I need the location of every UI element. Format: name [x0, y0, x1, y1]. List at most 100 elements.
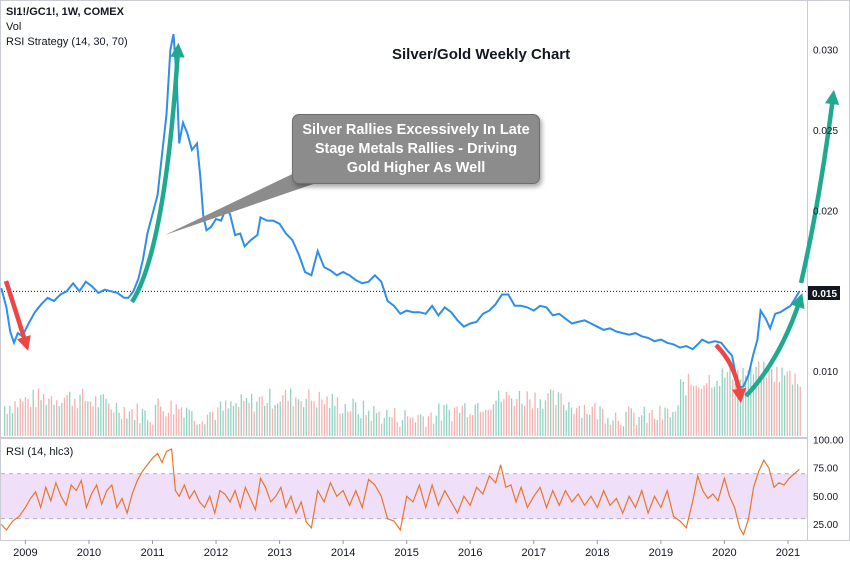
volume-bar: [550, 389, 552, 436]
volume-bar: [266, 403, 268, 436]
volume-bar: [622, 426, 625, 436]
volume-bar: [123, 407, 125, 436]
volume-bar: [721, 368, 723, 436]
volume-bar: [641, 415, 643, 436]
volume-bar: [97, 407, 99, 436]
volume-bar: [635, 425, 638, 436]
volume-bar: [573, 413, 575, 436]
volume-bar: [201, 421, 203, 436]
volume-bar: [745, 375, 747, 436]
volume-bar: [196, 424, 198, 436]
volume-bar: [716, 380, 718, 436]
volume-bar: [446, 404, 448, 436]
volume-bar: [435, 415, 437, 436]
volume-bar: [578, 405, 580, 436]
volume-bar: [513, 406, 515, 436]
volume-bar: [781, 367, 783, 436]
volume-bar: [693, 385, 695, 436]
volume-bar: [383, 417, 385, 436]
volume-bar: [32, 389, 34, 436]
volume-bar: [79, 394, 81, 436]
volume-bar: [594, 402, 596, 436]
volume-bar: [323, 404, 326, 436]
volume-bar: [258, 397, 261, 436]
volume-bar: [438, 403, 440, 436]
volume-bar: [219, 401, 222, 436]
volume-bar: [342, 413, 344, 436]
volume-bar: [661, 419, 664, 436]
volume-bar: [456, 406, 458, 436]
volume-bar: [152, 424, 154, 436]
volume-bar: [750, 363, 752, 436]
volume-bar: [370, 420, 372, 436]
volume-bar: [139, 423, 141, 436]
rsi-tick: 75.00: [813, 464, 838, 475]
volume-bar: [147, 420, 149, 436]
volume-bar: [511, 398, 513, 436]
volume-bar: [373, 406, 375, 436]
price-tick: 0.020: [813, 206, 838, 217]
volume-bar: [685, 395, 687, 436]
time-tick: 2014: [331, 547, 355, 559]
volume-bar: [74, 399, 76, 436]
time-tick: 2009: [13, 547, 37, 559]
volume-bar: [284, 389, 287, 436]
volume-bar: [131, 409, 133, 436]
volume-bar: [40, 399, 42, 436]
volume-bar: [560, 393, 562, 436]
volume-bar: [726, 372, 729, 436]
volume-bar: [734, 383, 736, 436]
volume-bar: [433, 423, 435, 436]
volume-bar: [214, 420, 216, 436]
time-tick: 2013: [267, 547, 291, 559]
volume-bar: [128, 411, 131, 436]
volume-bar: [162, 411, 164, 436]
volume-bar: [768, 366, 770, 436]
volume-bar: [297, 399, 300, 436]
volume-bar: [667, 408, 669, 436]
callout-pointer: [165, 168, 325, 235]
volume-bar: [739, 379, 742, 436]
volume-bar: [11, 413, 14, 436]
volume-bar: [209, 412, 211, 436]
volume-bar: [664, 407, 666, 436]
volume-bar: [505, 391, 508, 436]
volume-bar: [643, 406, 645, 436]
volume-bar: [313, 401, 315, 436]
callout-box: Silver Rallies Excessively In Late Stage…: [292, 114, 540, 184]
volume-bar: [628, 406, 630, 436]
volume-bar: [516, 398, 518, 436]
volume-bar: [63, 397, 66, 436]
volume-bar: [141, 408, 144, 436]
volume-bar: [794, 373, 796, 436]
volume-bar: [186, 407, 188, 436]
volume-bar: [596, 419, 599, 436]
volume-bar: [222, 410, 224, 436]
volume-bar: [396, 422, 398, 436]
volume-bar: [763, 361, 765, 436]
volume-bar: [334, 405, 336, 436]
volume-bar: [797, 384, 799, 436]
volume-bar: [154, 404, 157, 436]
volume-bar: [339, 413, 341, 436]
volume-bar: [607, 418, 609, 436]
volume-bar: [305, 398, 307, 436]
volume-bar: [144, 410, 146, 436]
rsi-tick: 25.00: [813, 520, 838, 531]
volume-bar: [394, 407, 396, 436]
volume-bar: [24, 397, 27, 436]
volume-bar: [264, 406, 266, 436]
volume-bar: [386, 409, 388, 436]
volume-bar: [719, 385, 721, 436]
volume-bar: [669, 417, 671, 436]
volume-bar: [17, 407, 19, 436]
volume-bar: [630, 408, 632, 436]
volume-bar: [482, 411, 484, 436]
volume-bar: [537, 408, 539, 436]
volume-bar: [479, 412, 482, 436]
volume-bar: [604, 423, 606, 436]
volume-bar: [708, 374, 710, 436]
volume-bar: [318, 392, 320, 436]
volume-bar: [35, 407, 37, 436]
volume-bar: [243, 400, 245, 436]
